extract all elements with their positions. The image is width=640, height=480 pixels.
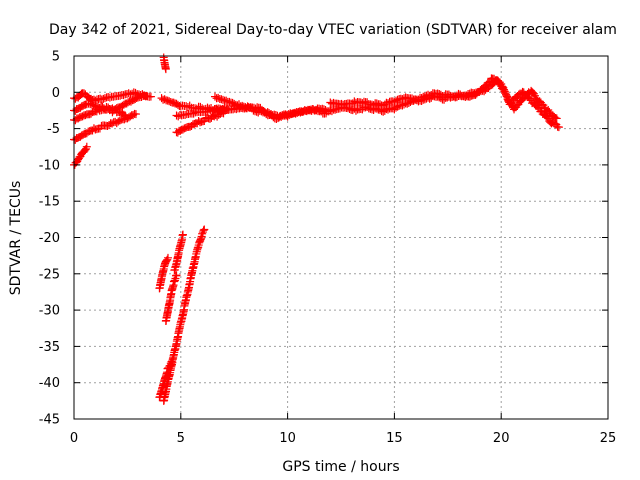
y-tick-label: -20 bbox=[39, 231, 60, 246]
data-point bbox=[529, 89, 538, 98]
data-point bbox=[80, 146, 89, 155]
y-tick-label: -15 bbox=[39, 195, 60, 210]
data-point bbox=[554, 123, 563, 132]
data-point bbox=[499, 83, 508, 92]
data-point bbox=[172, 271, 181, 280]
y-tick-label: -30 bbox=[39, 304, 60, 319]
data-point bbox=[142, 91, 151, 100]
x-axis-label: GPS time / hours bbox=[282, 459, 399, 475]
data-point bbox=[82, 142, 91, 151]
x-tick-label: 20 bbox=[493, 431, 510, 446]
data-point bbox=[199, 226, 208, 235]
y-axis-label: SDTVAR / TECUs bbox=[8, 181, 24, 296]
data-point bbox=[163, 253, 172, 262]
data-point bbox=[322, 109, 331, 118]
x-tick-label: 25 bbox=[600, 431, 617, 446]
data-point bbox=[87, 100, 96, 109]
data-point bbox=[146, 92, 155, 101]
x-tick-label: 5 bbox=[177, 431, 185, 446]
data-point bbox=[105, 93, 114, 102]
data-point bbox=[189, 109, 198, 118]
data-point bbox=[131, 110, 140, 119]
data-point bbox=[204, 105, 213, 114]
data-point bbox=[495, 78, 504, 87]
chart-title: Day 342 of 2021, Sidereal Day-to-day VTE… bbox=[49, 22, 617, 38]
y-tick-label: 0 bbox=[52, 86, 60, 101]
x-tick-label: 0 bbox=[70, 431, 78, 446]
data-point bbox=[178, 230, 187, 239]
data-point bbox=[163, 255, 172, 264]
y-tick-label: -5 bbox=[47, 122, 60, 137]
y-tick-label: -25 bbox=[39, 267, 60, 282]
x-tick-label: 15 bbox=[386, 431, 403, 446]
y-tick-label: -10 bbox=[39, 158, 60, 173]
data-point bbox=[502, 92, 511, 101]
x-tick-label: 10 bbox=[279, 431, 296, 446]
data-point bbox=[525, 94, 534, 103]
y-tick-label: -40 bbox=[39, 376, 60, 391]
data-point bbox=[543, 112, 552, 121]
data-point bbox=[161, 65, 170, 74]
data-point bbox=[116, 91, 125, 100]
data-point bbox=[198, 229, 207, 238]
data-point bbox=[500, 85, 509, 94]
data-point bbox=[503, 93, 512, 102]
data-point bbox=[183, 103, 192, 112]
data-point bbox=[533, 103, 542, 112]
data-point bbox=[119, 91, 128, 100]
data-point bbox=[174, 112, 183, 121]
data-point bbox=[505, 100, 514, 109]
y-tick-label: 5 bbox=[52, 50, 60, 65]
data-point bbox=[501, 89, 510, 98]
axis-ticks: 0 5 10 15 20 25 5 0 -5 -10 -15 -20 -25 -30 -35 -40 -45 bbox=[39, 50, 617, 447]
data-point bbox=[456, 90, 465, 99]
y-tick-label: -45 bbox=[39, 413, 60, 428]
data-point bbox=[454, 89, 463, 98]
data-point bbox=[200, 225, 209, 234]
data-point bbox=[484, 78, 493, 87]
data-point bbox=[181, 110, 190, 119]
data-point bbox=[137, 92, 146, 101]
data-point bbox=[500, 87, 509, 96]
data-points bbox=[70, 53, 563, 405]
y-tick-label: -35 bbox=[39, 340, 60, 355]
